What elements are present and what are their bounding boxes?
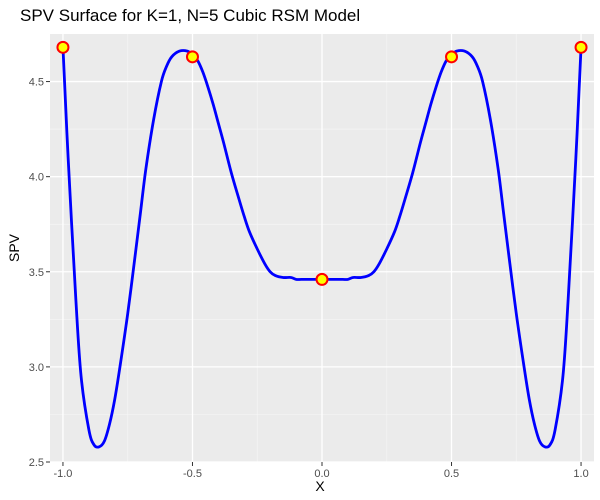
y-tick-label: 3.0 [29,362,44,374]
series-layer [56,40,588,449]
x-axis-ticks: -1.0 -0.5 0.0 0.5 1.0 [53,462,589,480]
x-tick-label: -1.0 [53,468,72,480]
design-point [56,40,70,54]
y-axis-title: SPV [6,233,22,262]
y-tick-label: 3.5 [29,267,44,279]
x-tick-label: -0.5 [183,468,202,480]
y-tick-label: 2.5 [29,457,44,469]
x-tick-label: 1.0 [573,468,588,480]
design-point [445,50,459,64]
y-axis-ticks: 2.5 3.0 3.5 4.0 4.5 [29,77,50,469]
x-tick-label: 0.0 [314,468,329,480]
chart-title: SPV Surface for K=1, N=5 Cubic RSM Model [20,6,361,25]
y-tick-label: 4.0 [29,172,44,184]
design-point [574,40,588,54]
x-axis-title: X [315,478,325,494]
design-point [185,50,199,64]
y-tick-label: 4.5 [29,77,44,89]
x-tick-label: 0.5 [444,468,459,480]
design-point [315,272,329,286]
